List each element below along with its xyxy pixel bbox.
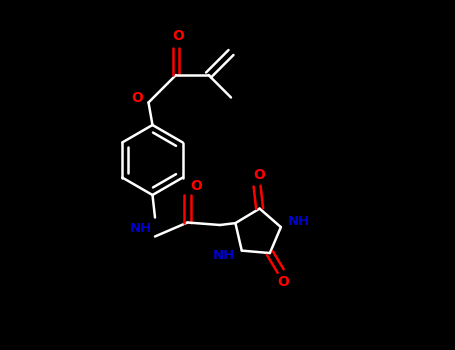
Text: NH: NH — [287, 215, 309, 228]
Text: O: O — [131, 91, 143, 105]
Text: O: O — [277, 275, 289, 289]
Text: NH: NH — [130, 222, 152, 235]
Text: NH: NH — [213, 249, 235, 262]
Text: O: O — [253, 168, 266, 182]
Text: O: O — [191, 179, 202, 193]
Text: O: O — [172, 29, 184, 43]
